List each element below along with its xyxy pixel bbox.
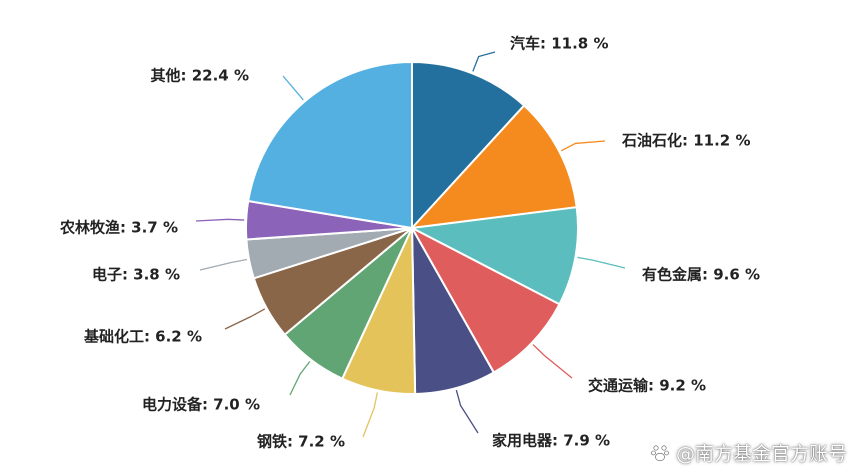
slice-label-8: 电子: 3.8 % xyxy=(92,266,180,284)
slices-layer xyxy=(245,60,579,395)
leader-line-4 xyxy=(455,389,479,434)
slice-label-0: 汽车: 11.8 % xyxy=(510,35,608,53)
paw-icon xyxy=(651,444,669,461)
slice-label-5: 钢铁: 7.2 % xyxy=(257,433,345,451)
slice-label-4: 家用电器: 7.9 % xyxy=(492,432,610,450)
slice-label-2: 有色金属: 9.6 % xyxy=(642,266,760,284)
leader-line-0 xyxy=(472,51,496,72)
leader-line-6 xyxy=(289,360,311,396)
pie-slice-0 xyxy=(411,60,526,231)
leader-line-10 xyxy=(282,75,304,101)
slice-label-9: 农林牧渔: 3.7 % xyxy=(59,219,178,237)
leader-line-1 xyxy=(560,140,606,152)
leader-line-2 xyxy=(577,256,626,269)
slice-label-7: 基础化工: 6.2 % xyxy=(83,328,202,346)
slice-label-1: 石油石化: 11.2 % xyxy=(621,132,750,150)
watermark: @南方基金官方账号 xyxy=(650,439,847,466)
leader-line-3 xyxy=(532,344,573,379)
leader-line-8 xyxy=(199,258,248,271)
slice-label-3: 交通运输: 9.2 % xyxy=(588,377,706,395)
labels-layer: 汽车: 11.8 % 石油石化: 11.2 % 有色金属: 9.6 % 交通运输: 9… xyxy=(59,35,760,451)
watermark-text: @南方基金官方账号 xyxy=(675,443,847,465)
pie-slice-3 xyxy=(409,225,561,374)
slice-label-6: 电力设备: 7.0 % xyxy=(142,396,260,414)
leader-line-5 xyxy=(362,392,379,438)
pie-slice-10 xyxy=(247,60,413,230)
leader-lines-layer xyxy=(195,51,626,438)
slice-label-10: 其他: 22.4 % xyxy=(151,67,249,85)
pie-slice-2 xyxy=(408,206,579,306)
pie-slice-1 xyxy=(409,104,578,230)
leader-line-7 xyxy=(224,308,266,330)
leader-line-9 xyxy=(195,218,245,222)
